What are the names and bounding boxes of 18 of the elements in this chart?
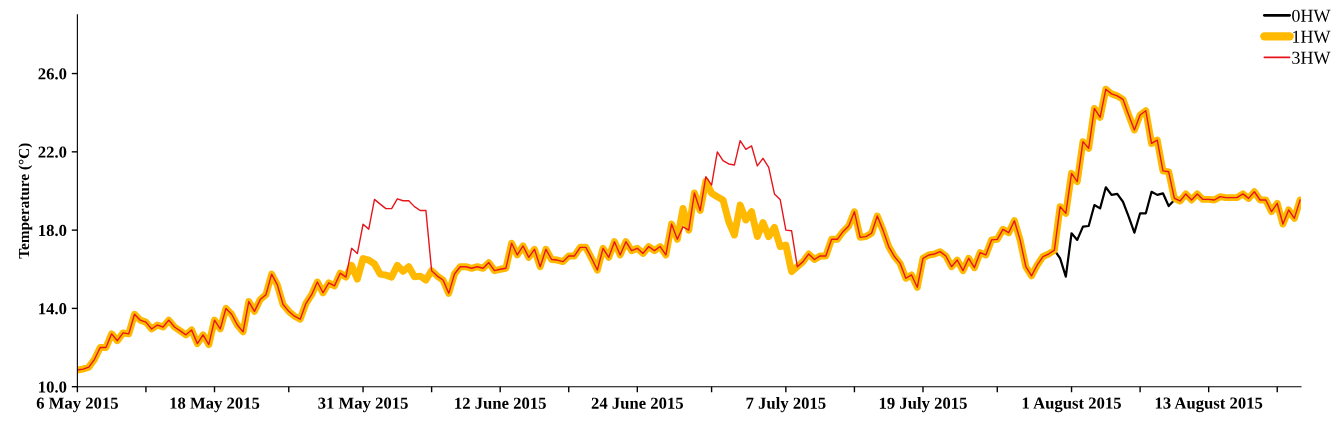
y-tick-label: 18.0 <box>39 224 67 237</box>
y-tick-label: 14.0 <box>39 303 67 315</box>
y-tick-label: 26.0 <box>38 68 67 80</box>
x-tick-label: 12 June 2015 <box>455 397 546 409</box>
x-tick-label: 7 July 2015 <box>746 397 826 413</box>
y-tick-label: 22.0 <box>38 146 67 158</box>
x-tick-label: 13 August 2015 <box>1155 397 1263 413</box>
x-tick-label: 1 August 2015 <box>1022 397 1121 413</box>
legend-label: 3HW <box>1292 51 1331 64</box>
x-tick-label: 19 July 2015 <box>879 397 967 413</box>
legend-label: 0HW <box>1292 9 1331 22</box>
x-tick-label: 18 May 2015 <box>170 397 260 413</box>
x-tick-label: 6 May 2015 <box>36 397 118 413</box>
x-tick-label: 24 June 2015 <box>591 397 683 409</box>
y-axis-title: Temperature (°C) <box>18 143 33 259</box>
y-tick-label: 10.0 <box>39 381 67 393</box>
x-tick-label: 31 May 2015 <box>318 397 408 413</box>
legend-label: 1HW <box>1293 30 1331 43</box>
